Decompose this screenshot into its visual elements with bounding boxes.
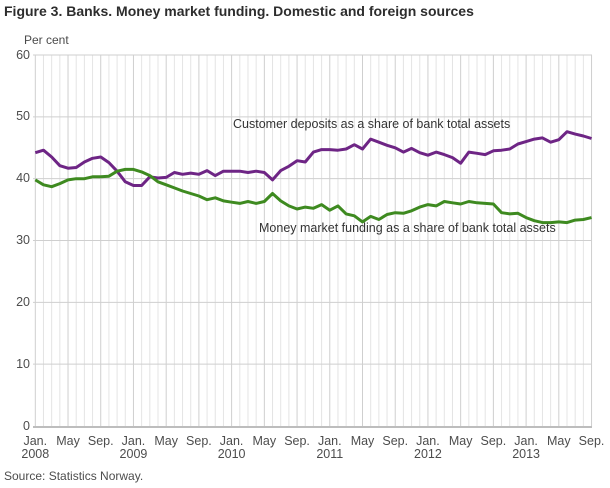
x-tick-month-label: Sep. (284, 434, 310, 448)
series-line-money-market-funding (34, 167, 592, 225)
series-label-money-market-funding: Money market funding as a share of bank … (259, 221, 556, 235)
x-tick-month-label: Sep. (87, 434, 114, 448)
x-tick-month-label: May (252, 434, 277, 448)
x-tick-year-label: 2011 (316, 447, 344, 461)
y-axis-unit-label: Per cent (24, 33, 69, 47)
x-tick-month-label: Jan. (121, 434, 146, 448)
y-tick-label: 30 (16, 233, 30, 247)
x-tick-year-label: 2013 (512, 447, 540, 461)
x-tick-month-label: Sep. (578, 434, 605, 448)
y-tick-label: 0 (23, 418, 30, 433)
x-tick-month-label: Sep. (186, 434, 212, 448)
y-tick-label: 20 (16, 294, 30, 309)
series-label-customer-deposits: Customer deposits as a share of bank tot… (233, 117, 511, 131)
x-tick-month-label: May (448, 434, 473, 448)
y-tick-label: 10 (16, 356, 30, 371)
x-tick-month-label: May (547, 434, 571, 448)
y-tick-label: 60 (16, 47, 30, 62)
x-tick-month-label: Jan. (219, 434, 244, 448)
series-line-customer-deposits (34, 130, 592, 187)
y-tick-label: 50 (16, 109, 30, 124)
x-tick-month-label: Sep. (480, 434, 507, 448)
x-tick-month-label: Jan. (23, 434, 48, 448)
x-tick-year-label: 2009 (119, 447, 148, 461)
x-tick-month-label: May (56, 434, 80, 448)
chart-title: Figure 3. Banks. Money market funding. D… (4, 3, 474, 19)
source-note: Source: Statistics Norway. (4, 469, 144, 483)
x-tick-month-label: Jan. (317, 434, 342, 448)
x-tick-year-label: 2008 (21, 447, 50, 461)
x-tick-month-label: Jan. (416, 434, 440, 448)
x-tick-month-label: Sep. (382, 434, 409, 448)
x-tick-month-label: May (154, 434, 178, 448)
x-tick-year-label: 2012 (414, 447, 442, 461)
x-tick-month-label: May (350, 434, 375, 448)
x-tick-month-label: Jan. (514, 434, 538, 448)
y-tick-label: 40 (16, 171, 30, 186)
x-tick-year-label: 2010 (217, 447, 246, 461)
